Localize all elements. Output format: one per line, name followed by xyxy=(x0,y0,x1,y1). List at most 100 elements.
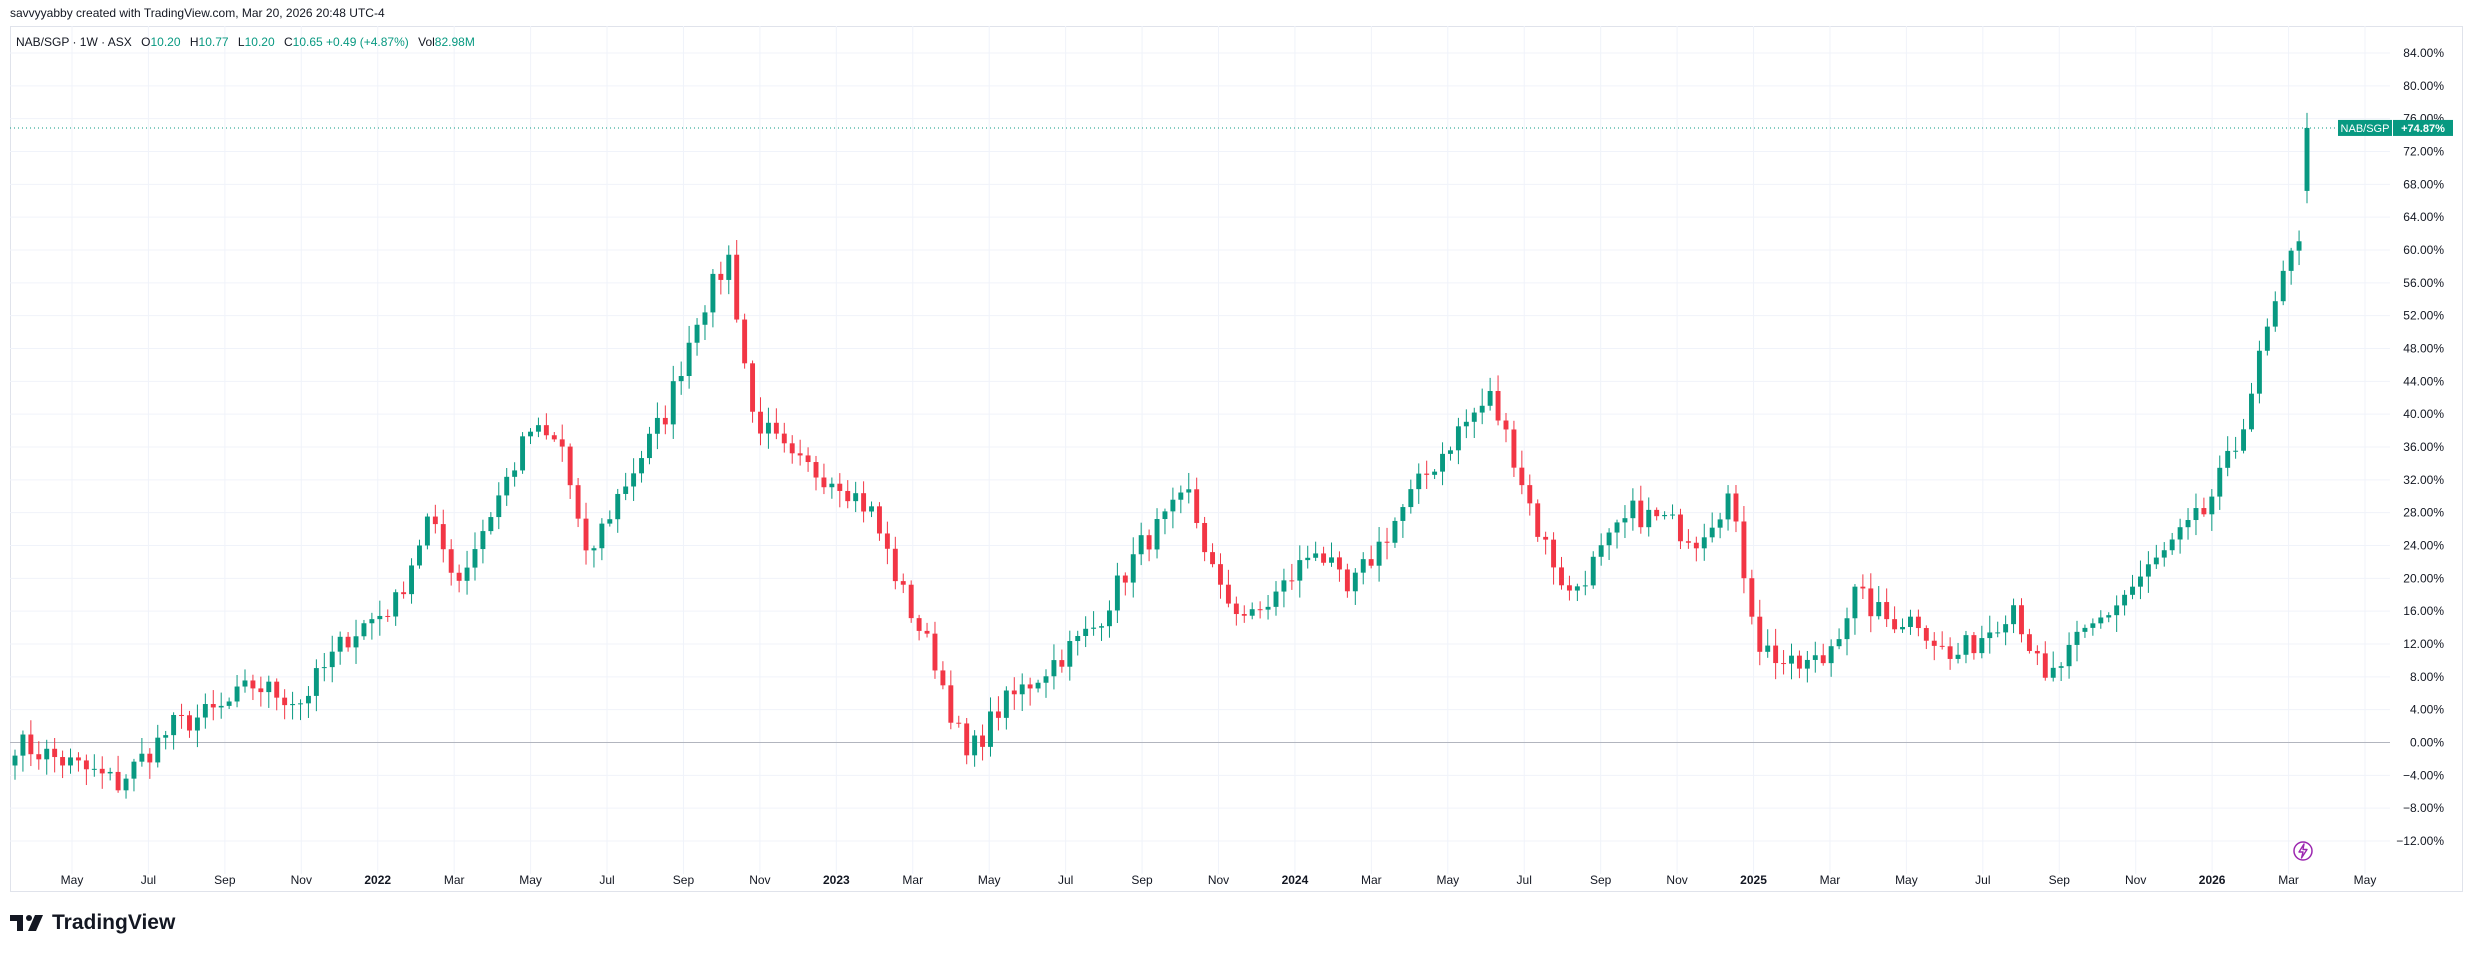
chart-frame[interactable] xyxy=(10,26,2463,892)
candle xyxy=(68,748,73,774)
candle-body xyxy=(91,768,97,770)
candle xyxy=(258,676,264,707)
candle xyxy=(750,360,756,423)
candle-body xyxy=(385,615,391,617)
candle xyxy=(361,619,367,640)
candle-body xyxy=(1027,684,1033,689)
candle xyxy=(1892,606,1898,634)
candle-body xyxy=(567,446,573,486)
legend-open-label: O xyxy=(141,35,151,49)
candle-body xyxy=(916,618,922,631)
candle-body xyxy=(1392,520,1398,543)
candle-body xyxy=(401,592,407,595)
candle xyxy=(1194,477,1200,529)
candle-body xyxy=(1566,585,1572,591)
x-tick-label: Jul xyxy=(599,873,614,887)
tradingview-wordmark: TradingView xyxy=(52,911,176,934)
candle-body xyxy=(940,670,946,686)
candle xyxy=(2082,624,2088,638)
candle xyxy=(1551,532,1557,585)
candle-body xyxy=(884,533,890,549)
candle-body xyxy=(1820,655,1826,664)
candle-body xyxy=(337,636,343,652)
candle xyxy=(900,573,906,594)
candle xyxy=(528,428,533,445)
candle xyxy=(781,422,787,453)
y-tick-label: 4.00% xyxy=(2410,703,2444,717)
candle xyxy=(1622,505,1628,539)
candle xyxy=(20,730,26,772)
candle xyxy=(2003,615,2009,646)
candle xyxy=(1931,632,1937,661)
candle-body xyxy=(2034,650,2040,654)
candle xyxy=(940,661,946,690)
y-tick-label: 28.00% xyxy=(2403,506,2444,520)
candle-body xyxy=(1241,614,1247,616)
candle xyxy=(2145,551,2151,593)
candle-body xyxy=(1678,514,1683,542)
candle xyxy=(36,741,42,770)
candle xyxy=(1971,632,1977,660)
candle xyxy=(789,435,795,464)
candle xyxy=(1321,546,1327,566)
candle xyxy=(1915,609,1921,637)
candle xyxy=(2074,620,2080,662)
candle xyxy=(1559,556,1564,590)
candle-body xyxy=(789,443,795,454)
candle xyxy=(765,407,771,449)
legend-symbol[interactable]: NAB/SGP · 1W · ASX xyxy=(16,35,132,49)
candle-body xyxy=(583,518,589,551)
candle-body xyxy=(1646,509,1652,528)
tradingview-logo[interactable]: TradingView xyxy=(10,911,176,934)
candle-body xyxy=(1908,616,1913,627)
candle xyxy=(1273,581,1279,616)
candle-body xyxy=(1789,655,1794,664)
candle xyxy=(1574,583,1580,602)
candle-body xyxy=(1884,602,1890,620)
candle-body xyxy=(282,697,288,706)
candle-body xyxy=(765,422,771,434)
candle-body xyxy=(686,342,692,377)
candle xyxy=(1741,506,1747,594)
candle xyxy=(83,754,89,786)
candle xyxy=(924,622,930,638)
candle xyxy=(2098,610,2104,629)
candle-body xyxy=(1725,493,1731,520)
candle-body xyxy=(551,435,557,440)
candle-body xyxy=(52,748,58,758)
candle xyxy=(647,426,652,465)
candle xyxy=(980,724,986,761)
candle-body xyxy=(876,506,882,534)
candle-body xyxy=(1733,493,1739,522)
candle xyxy=(551,432,557,442)
candle-body xyxy=(528,431,533,437)
candle-body xyxy=(496,495,502,518)
candle xyxy=(1114,562,1120,623)
candle xyxy=(337,631,343,665)
candle xyxy=(401,581,407,599)
candle-body xyxy=(448,549,454,573)
candle xyxy=(686,325,692,389)
candle-body xyxy=(163,735,169,738)
candle xyxy=(575,478,581,528)
candle xyxy=(504,468,510,506)
candle xyxy=(1106,600,1112,638)
candle-body xyxy=(2233,450,2239,452)
candle-body xyxy=(2026,634,2032,651)
candle xyxy=(599,518,605,561)
candle-body xyxy=(1114,575,1120,611)
candle xyxy=(1495,375,1501,426)
candle-body xyxy=(1432,471,1438,475)
lightning-icon[interactable] xyxy=(2292,840,2314,862)
candle-body xyxy=(1455,426,1461,451)
price-axis: 84.00%80.00%76.00%72.00%68.00%64.00%60.0… xyxy=(2396,46,2444,848)
candle-body xyxy=(1519,467,1525,486)
candle xyxy=(472,532,478,581)
candle xyxy=(1448,446,1453,461)
y-tick-label: 84.00% xyxy=(2403,46,2444,60)
candle-body xyxy=(1670,514,1675,516)
candle xyxy=(607,510,613,527)
x-tick-label: Jul xyxy=(141,873,156,887)
candle xyxy=(1884,588,1890,627)
